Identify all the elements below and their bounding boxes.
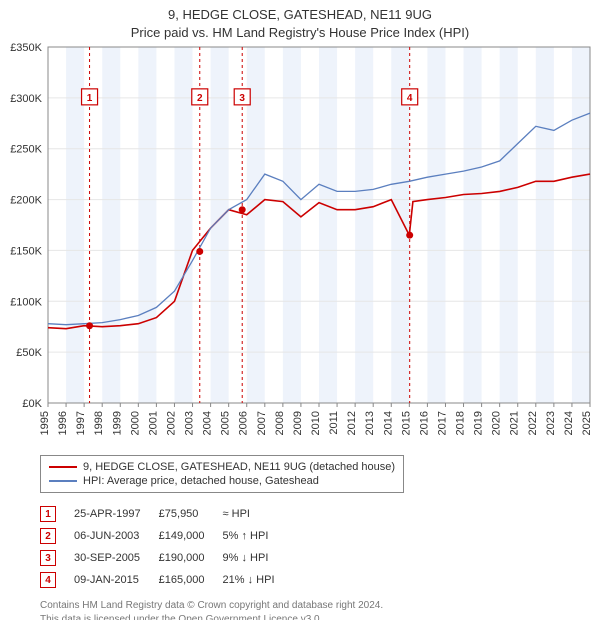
event-row: 2 06-JUN-2003£149,0005% ↑ HPI [40,525,293,547]
event-relative: 21% ↓ HPI [223,569,293,591]
svg-text:£250K: £250K [10,144,42,156]
event-date: 25-APR-1997 [74,503,159,525]
event-price: £165,000 [159,569,223,591]
price-chart: £0K £50K £100K £150K £200K £250K £300K £350K 1 2 3… [0,41,600,451]
svg-text:2018: 2018 [455,411,467,435]
svg-text:4: 4 [407,93,413,104]
event-relative: 5% ↑ HPI [223,525,293,547]
svg-text:2025: 2025 [581,411,593,435]
svg-text:2023: 2023 [545,411,557,435]
event-row: 4 09-JAN-2015£165,00021% ↓ HPI [40,569,293,591]
event-marker: 1 [40,506,56,522]
svg-text:2002: 2002 [165,411,177,435]
svg-text:2013: 2013 [364,411,376,435]
svg-text:2021: 2021 [509,411,521,435]
event-price: £190,000 [159,547,223,569]
legend-swatch [49,466,77,468]
event-date: 06-JUN-2003 [74,525,159,547]
event-relative: 9% ↓ HPI [223,547,293,569]
svg-text:2004: 2004 [202,411,214,435]
footer-attribution: Contains HM Land Registry data © Crown c… [40,599,600,620]
svg-text:2008: 2008 [274,411,286,435]
event-price: £149,000 [159,525,223,547]
svg-text:2015: 2015 [400,411,412,435]
event-date: 30-SEP-2005 [74,547,159,569]
footer-line1: Contains HM Land Registry data © Crown c… [40,599,600,613]
svg-text:2014: 2014 [382,411,394,435]
legend-swatch [49,480,77,482]
svg-text:2017: 2017 [436,411,448,435]
svg-text:2020: 2020 [491,411,503,435]
event-relative: ≈ HPI [223,503,293,525]
legend-row: 9, HEDGE CLOSE, GATESHEAD, NE11 9UG (det… [49,460,395,474]
sale-events-table: 1 25-APR-1997£75,950≈ HPI 2 06-JUN-2003£149… [40,503,600,591]
event-price: £75,950 [159,503,223,525]
svg-text:2010: 2010 [310,411,322,435]
svg-text:2009: 2009 [292,411,304,435]
svg-text:1995: 1995 [39,411,51,435]
svg-text:£200K: £200K [10,195,42,207]
svg-text:2019: 2019 [473,411,485,435]
chart-area: £0K £50K £100K £150K £200K £250K £300K £350K 1 2 3… [0,41,600,451]
legend-row: HPI: Average price, detached house, Gate… [49,474,395,488]
svg-text:2001: 2001 [147,411,159,435]
chart-title: 9, HEDGE CLOSE, GATESHEAD, NE11 9UG Pric… [0,0,600,41]
legend-label: HPI: Average price, detached house, Gate… [83,475,319,487]
footer-line2: This data is licensed under the Open Gov… [40,613,600,620]
svg-text:1999: 1999 [111,411,123,435]
title-line1: 9, HEDGE CLOSE, GATESHEAD, NE11 9UG [0,6,600,24]
svg-text:2005: 2005 [220,411,232,435]
svg-text:£0K: £0K [22,398,42,410]
svg-text:2003: 2003 [184,411,196,435]
event-marker: 3 [40,550,56,566]
svg-text:£350K: £350K [10,42,42,54]
svg-text:1997: 1997 [75,411,87,435]
svg-text:1: 1 [87,93,93,104]
legend: 9, HEDGE CLOSE, GATESHEAD, NE11 9UG (det… [40,455,404,493]
svg-text:£50K: £50K [16,347,42,359]
svg-text:2011: 2011 [328,411,340,435]
event-marker: 2 [40,528,56,544]
svg-text:2007: 2007 [256,411,268,435]
event-date: 09-JAN-2015 [74,569,159,591]
svg-text:2016: 2016 [418,411,430,435]
svg-text:1996: 1996 [57,411,69,435]
svg-text:2000: 2000 [129,411,141,435]
title-line2: Price paid vs. HM Land Registry's House … [0,24,600,42]
svg-text:£150K: £150K [10,246,42,258]
legend-label: 9, HEDGE CLOSE, GATESHEAD, NE11 9UG (det… [83,461,395,473]
svg-text:3: 3 [239,93,245,104]
svg-text:2024: 2024 [563,411,575,435]
svg-text:£300K: £300K [10,93,42,105]
svg-text:£100K: £100K [10,296,42,308]
event-row: 3 30-SEP-2005£190,0009% ↓ HPI [40,547,293,569]
svg-text:2022: 2022 [527,411,539,435]
svg-text:1998: 1998 [93,411,105,435]
svg-text:2: 2 [197,93,203,104]
svg-text:2012: 2012 [346,411,358,435]
event-row: 1 25-APR-1997£75,950≈ HPI [40,503,293,525]
event-marker: 4 [40,572,56,588]
svg-text:2006: 2006 [238,411,250,435]
